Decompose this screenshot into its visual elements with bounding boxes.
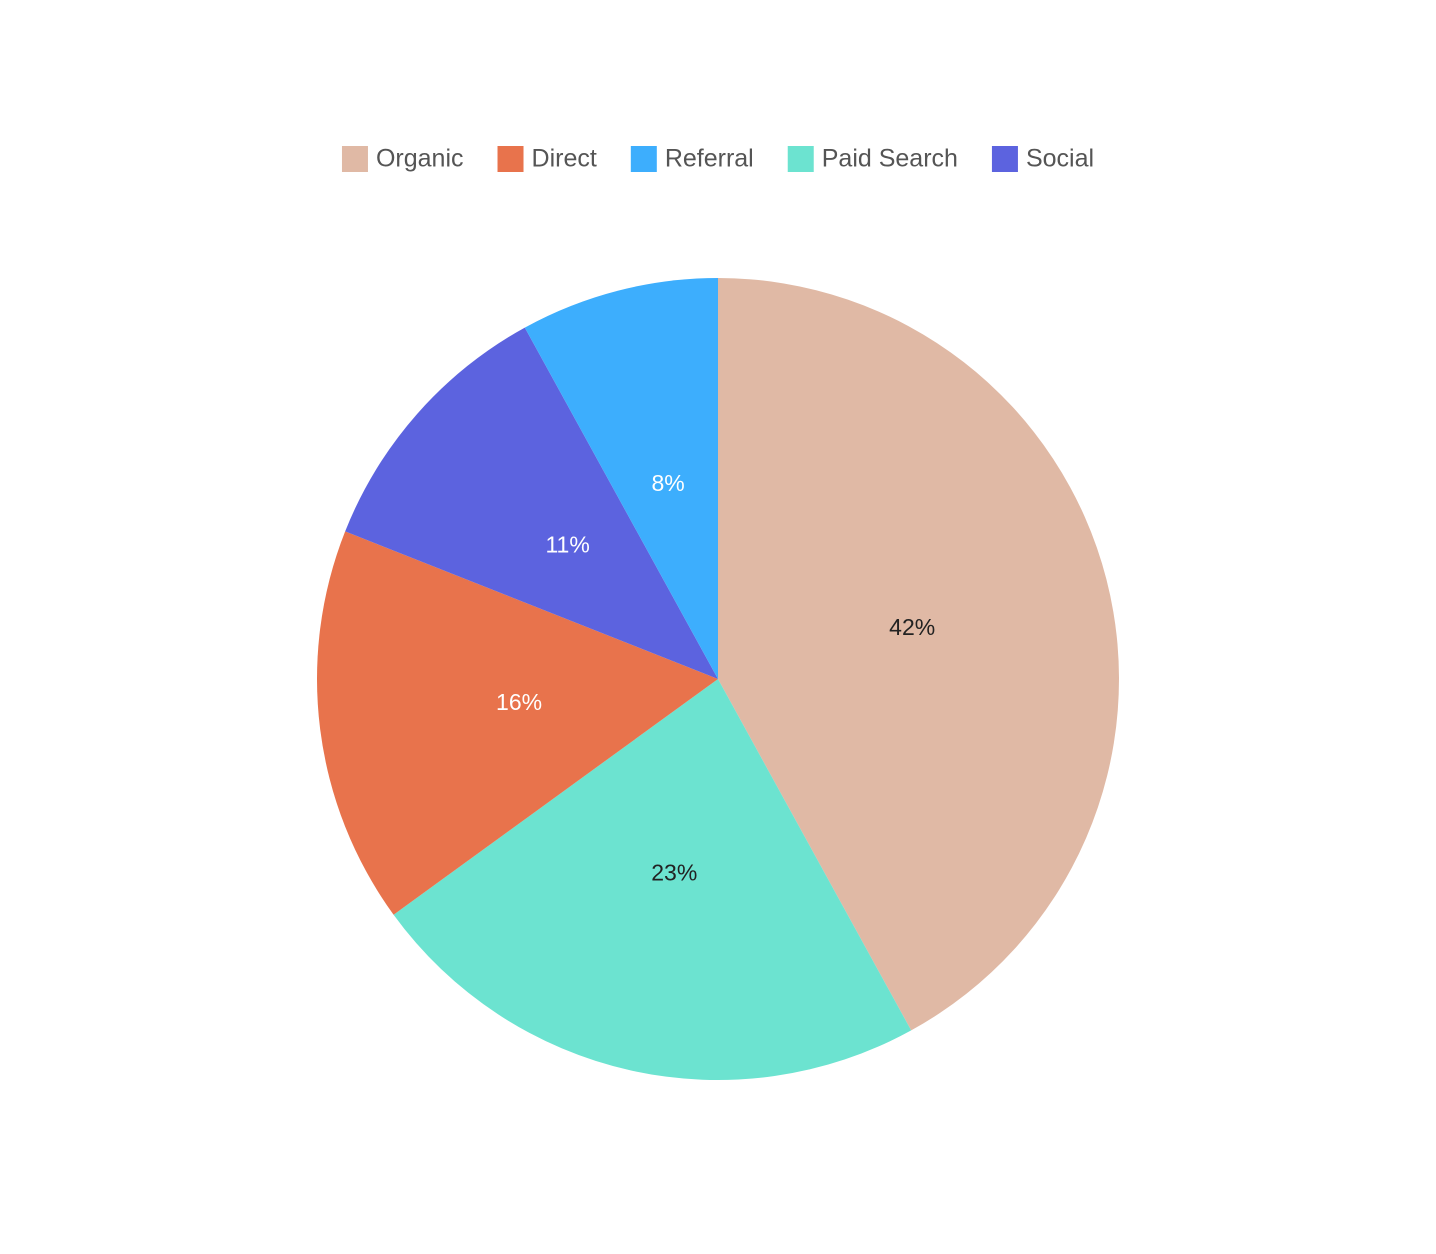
legend-label: Paid Search [822,145,958,173]
legend-label: Direct [532,145,597,173]
value-label: 16% [496,689,542,715]
legend-label: Social [1026,145,1094,173]
legend-swatch [341,146,368,172]
value-label: 23% [651,860,697,886]
legend-swatch [630,146,657,172]
legend-label: Organic [376,145,464,173]
pie-slice [718,278,1119,1031]
value-label: 42% [889,614,935,640]
pie-slice [345,327,718,679]
value-label: 11% [545,531,589,557]
legend-label: Referral [665,145,754,173]
legend-swatch [787,146,814,172]
legend-swatch [497,146,524,172]
pie-slice [524,278,718,679]
pie-slice [393,679,912,1080]
legend-swatch [991,146,1018,172]
pie-slice [317,531,718,915]
legend: Organic Direct Referral Paid Search Social [341,145,1094,173]
value-label: 8% [652,470,685,496]
